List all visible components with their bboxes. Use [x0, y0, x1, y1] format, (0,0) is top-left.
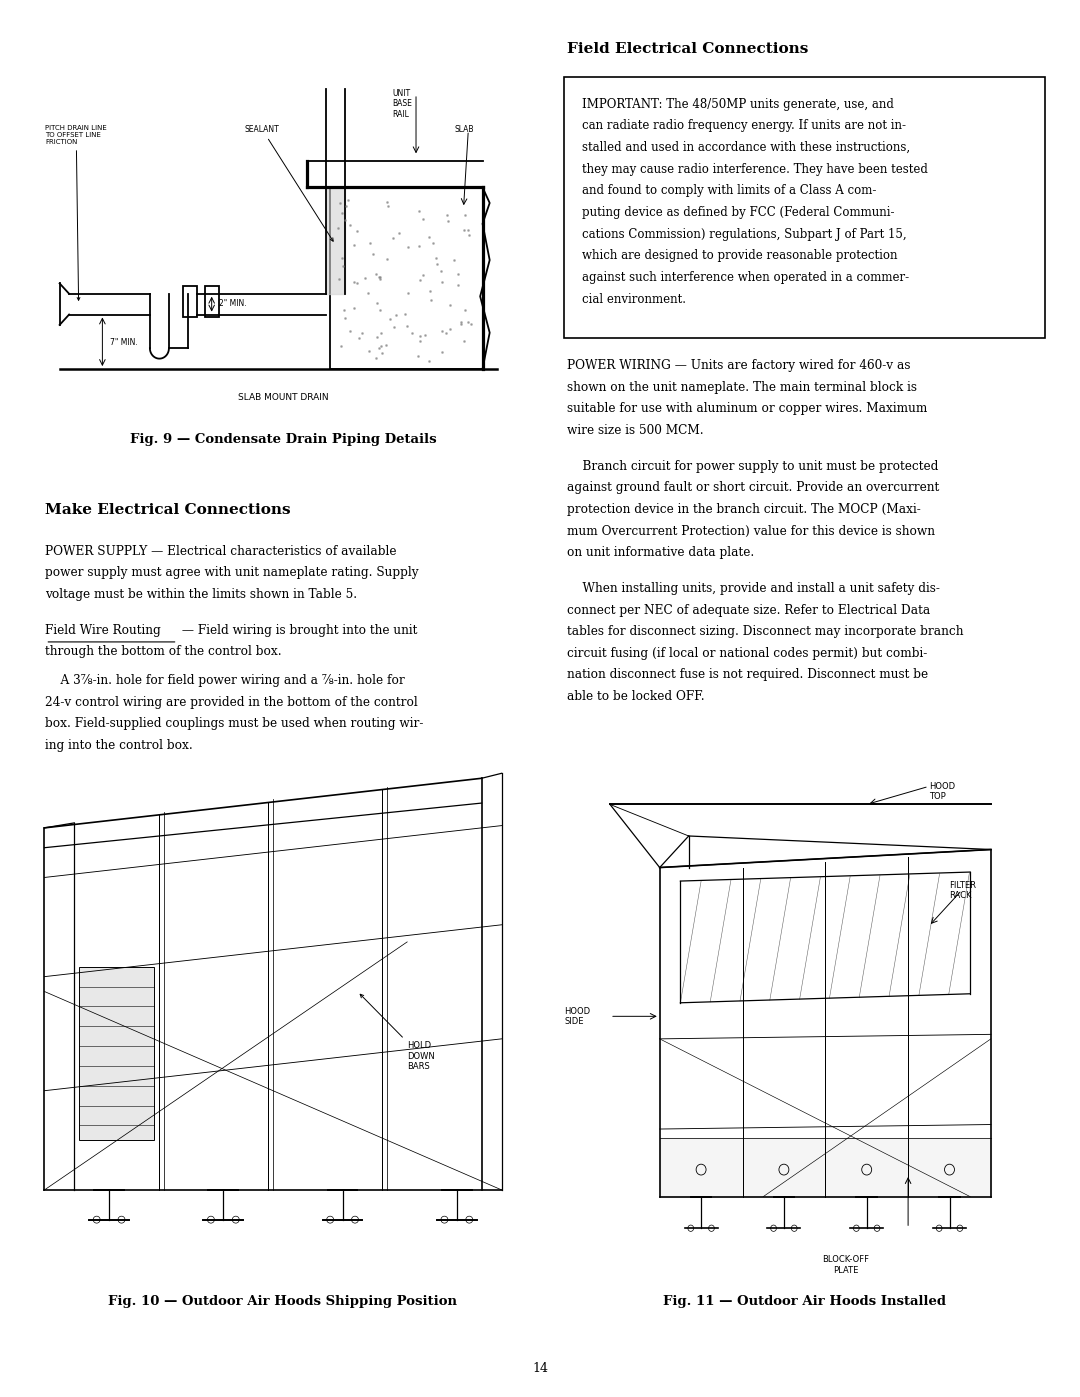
FancyBboxPatch shape: [564, 77, 1045, 338]
Text: against such interference when operated in a commer-: against such interference when operated …: [582, 271, 909, 284]
Text: Field Electrical Connections: Field Electrical Connections: [567, 42, 808, 56]
Text: IMPORTANT: The 48/50MP units generate, use, and: IMPORTANT: The 48/50MP units generate, u…: [582, 98, 894, 110]
Text: protection device in the branch circuit. The MOCP (Maxi-: protection device in the branch circuit.…: [567, 503, 921, 515]
Text: Fig. 11 — Outdoor Air Hoods Installed: Fig. 11 — Outdoor Air Hoods Installed: [663, 1295, 946, 1308]
Text: A 3⅞-in. hole for field power wiring and a ⅞-in. hole for: A 3⅞-in. hole for field power wiring and…: [45, 673, 405, 687]
Text: mum Overcurrent Protection) value for this device is shown: mum Overcurrent Protection) value for th…: [567, 524, 935, 538]
Text: UNIT
BASE
RAIL: UNIT BASE RAIL: [392, 89, 413, 119]
Text: — Field wiring is brought into the unit: — Field wiring is brought into the unit: [177, 623, 417, 637]
Text: nation disconnect fuse is not required. Disconnect must be: nation disconnect fuse is not required. …: [567, 668, 928, 682]
Text: connect per NEC of adequate size. Refer to Electrical Data: connect per NEC of adequate size. Refer …: [567, 604, 930, 616]
Text: they may cause radio interference. They have been tested: they may cause radio interference. They …: [582, 162, 928, 176]
Bar: [204, 286, 219, 317]
Bar: [79, 967, 153, 1140]
Text: ing into the control box.: ing into the control box.: [45, 739, 193, 752]
Text: against ground fault or short circuit. Provide an overcurrent: against ground fault or short circuit. P…: [567, 481, 940, 495]
Text: HOLD
DOWN
BARS: HOLD DOWN BARS: [361, 995, 435, 1071]
Text: HOOD
SIDE: HOOD SIDE: [565, 1007, 591, 1025]
Text: POWER WIRING — Units are factory wired for 460-v as: POWER WIRING — Units are factory wired f…: [567, 359, 910, 372]
Text: can radiate radio frequency energy. If units are not in-: can radiate radio frequency energy. If u…: [582, 120, 906, 133]
Text: which are designed to provide reasonable protection: which are designed to provide reasonable…: [582, 249, 897, 263]
Text: SLAB: SLAB: [454, 126, 473, 134]
Text: PITCH DRAIN LINE
TO OFFSET LINE
FRICTION: PITCH DRAIN LINE TO OFFSET LINE FRICTION: [45, 126, 107, 300]
Text: power supply must agree with unit nameplate rating. Supply: power supply must agree with unit namepl…: [45, 567, 419, 580]
Text: HOOD
TOP: HOOD TOP: [929, 782, 955, 802]
Text: Branch circuit for power supply to unit must be protected: Branch circuit for power supply to unit …: [567, 460, 939, 472]
Text: through the bottom of the control box.: through the bottom of the control box.: [45, 645, 282, 658]
Text: puting device as defined by FCC (Federal Communi-: puting device as defined by FCC (Federal…: [582, 205, 894, 219]
Text: 14: 14: [532, 1362, 548, 1375]
Text: BLOCK-OFF
PLATE: BLOCK-OFF PLATE: [823, 1256, 869, 1274]
Text: box. Field-supplied couplings must be used when routing wir-: box. Field-supplied couplings must be us…: [45, 718, 423, 731]
Text: tables for disconnect sizing. Disconnect may incorporate branch: tables for disconnect sizing. Disconnect…: [567, 624, 963, 638]
Text: 2" MIN.: 2" MIN.: [219, 299, 246, 307]
Bar: [184, 286, 198, 317]
Text: and found to comply with limits of a Class A com-: and found to comply with limits of a Cla…: [582, 184, 877, 197]
Text: suitable for use with aluminum or copper wires. Maximum: suitable for use with aluminum or copper…: [567, 402, 928, 415]
Text: voltage must be within the limits shown in Table 5.: voltage must be within the limits shown …: [45, 588, 357, 601]
Text: shown on the unit nameplate. The main terminal block is: shown on the unit nameplate. The main te…: [567, 381, 917, 394]
Text: cations Commission) regulations, Subpart J of Part 15,: cations Commission) regulations, Subpart…: [582, 228, 907, 240]
Text: Fig. 10 — Outdoor Air Hoods Shipping Position: Fig. 10 — Outdoor Air Hoods Shipping Pos…: [108, 1295, 458, 1308]
Text: wire size is 500 MCM.: wire size is 500 MCM.: [567, 425, 704, 437]
Text: on unit informative data plate.: on unit informative data plate.: [567, 546, 754, 559]
Text: FILTER
RACK: FILTER RACK: [949, 882, 976, 901]
Text: SEALANT: SEALANT: [245, 126, 333, 242]
Text: Make Electrical Connections: Make Electrical Connections: [45, 503, 291, 517]
Bar: [330, 187, 483, 369]
Text: 24-v control wiring are provided in the bottom of the control: 24-v control wiring are provided in the …: [45, 696, 418, 708]
Text: 7" MIN.: 7" MIN.: [109, 338, 137, 346]
Text: When installing units, provide and install a unit safety dis-: When installing units, provide and insta…: [567, 581, 940, 595]
Text: cial environment.: cial environment.: [582, 292, 686, 306]
Text: POWER SUPPLY — Electrical characteristics of available: POWER SUPPLY — Electrical characteristic…: [45, 545, 396, 557]
Text: Fig. 9 — Condensate Drain Piping Details: Fig. 9 — Condensate Drain Piping Details: [130, 433, 436, 446]
Text: stalled and used in accordance with these instructions,: stalled and used in accordance with thes…: [582, 141, 910, 154]
Text: Field Wire Routing: Field Wire Routing: [45, 623, 161, 637]
Text: circuit fusing (if local or national codes permit) but combi-: circuit fusing (if local or national cod…: [567, 647, 928, 659]
Text: SLAB MOUNT DRAIN: SLAB MOUNT DRAIN: [238, 393, 328, 402]
Text: able to be locked OFF.: able to be locked OFF.: [567, 690, 704, 703]
